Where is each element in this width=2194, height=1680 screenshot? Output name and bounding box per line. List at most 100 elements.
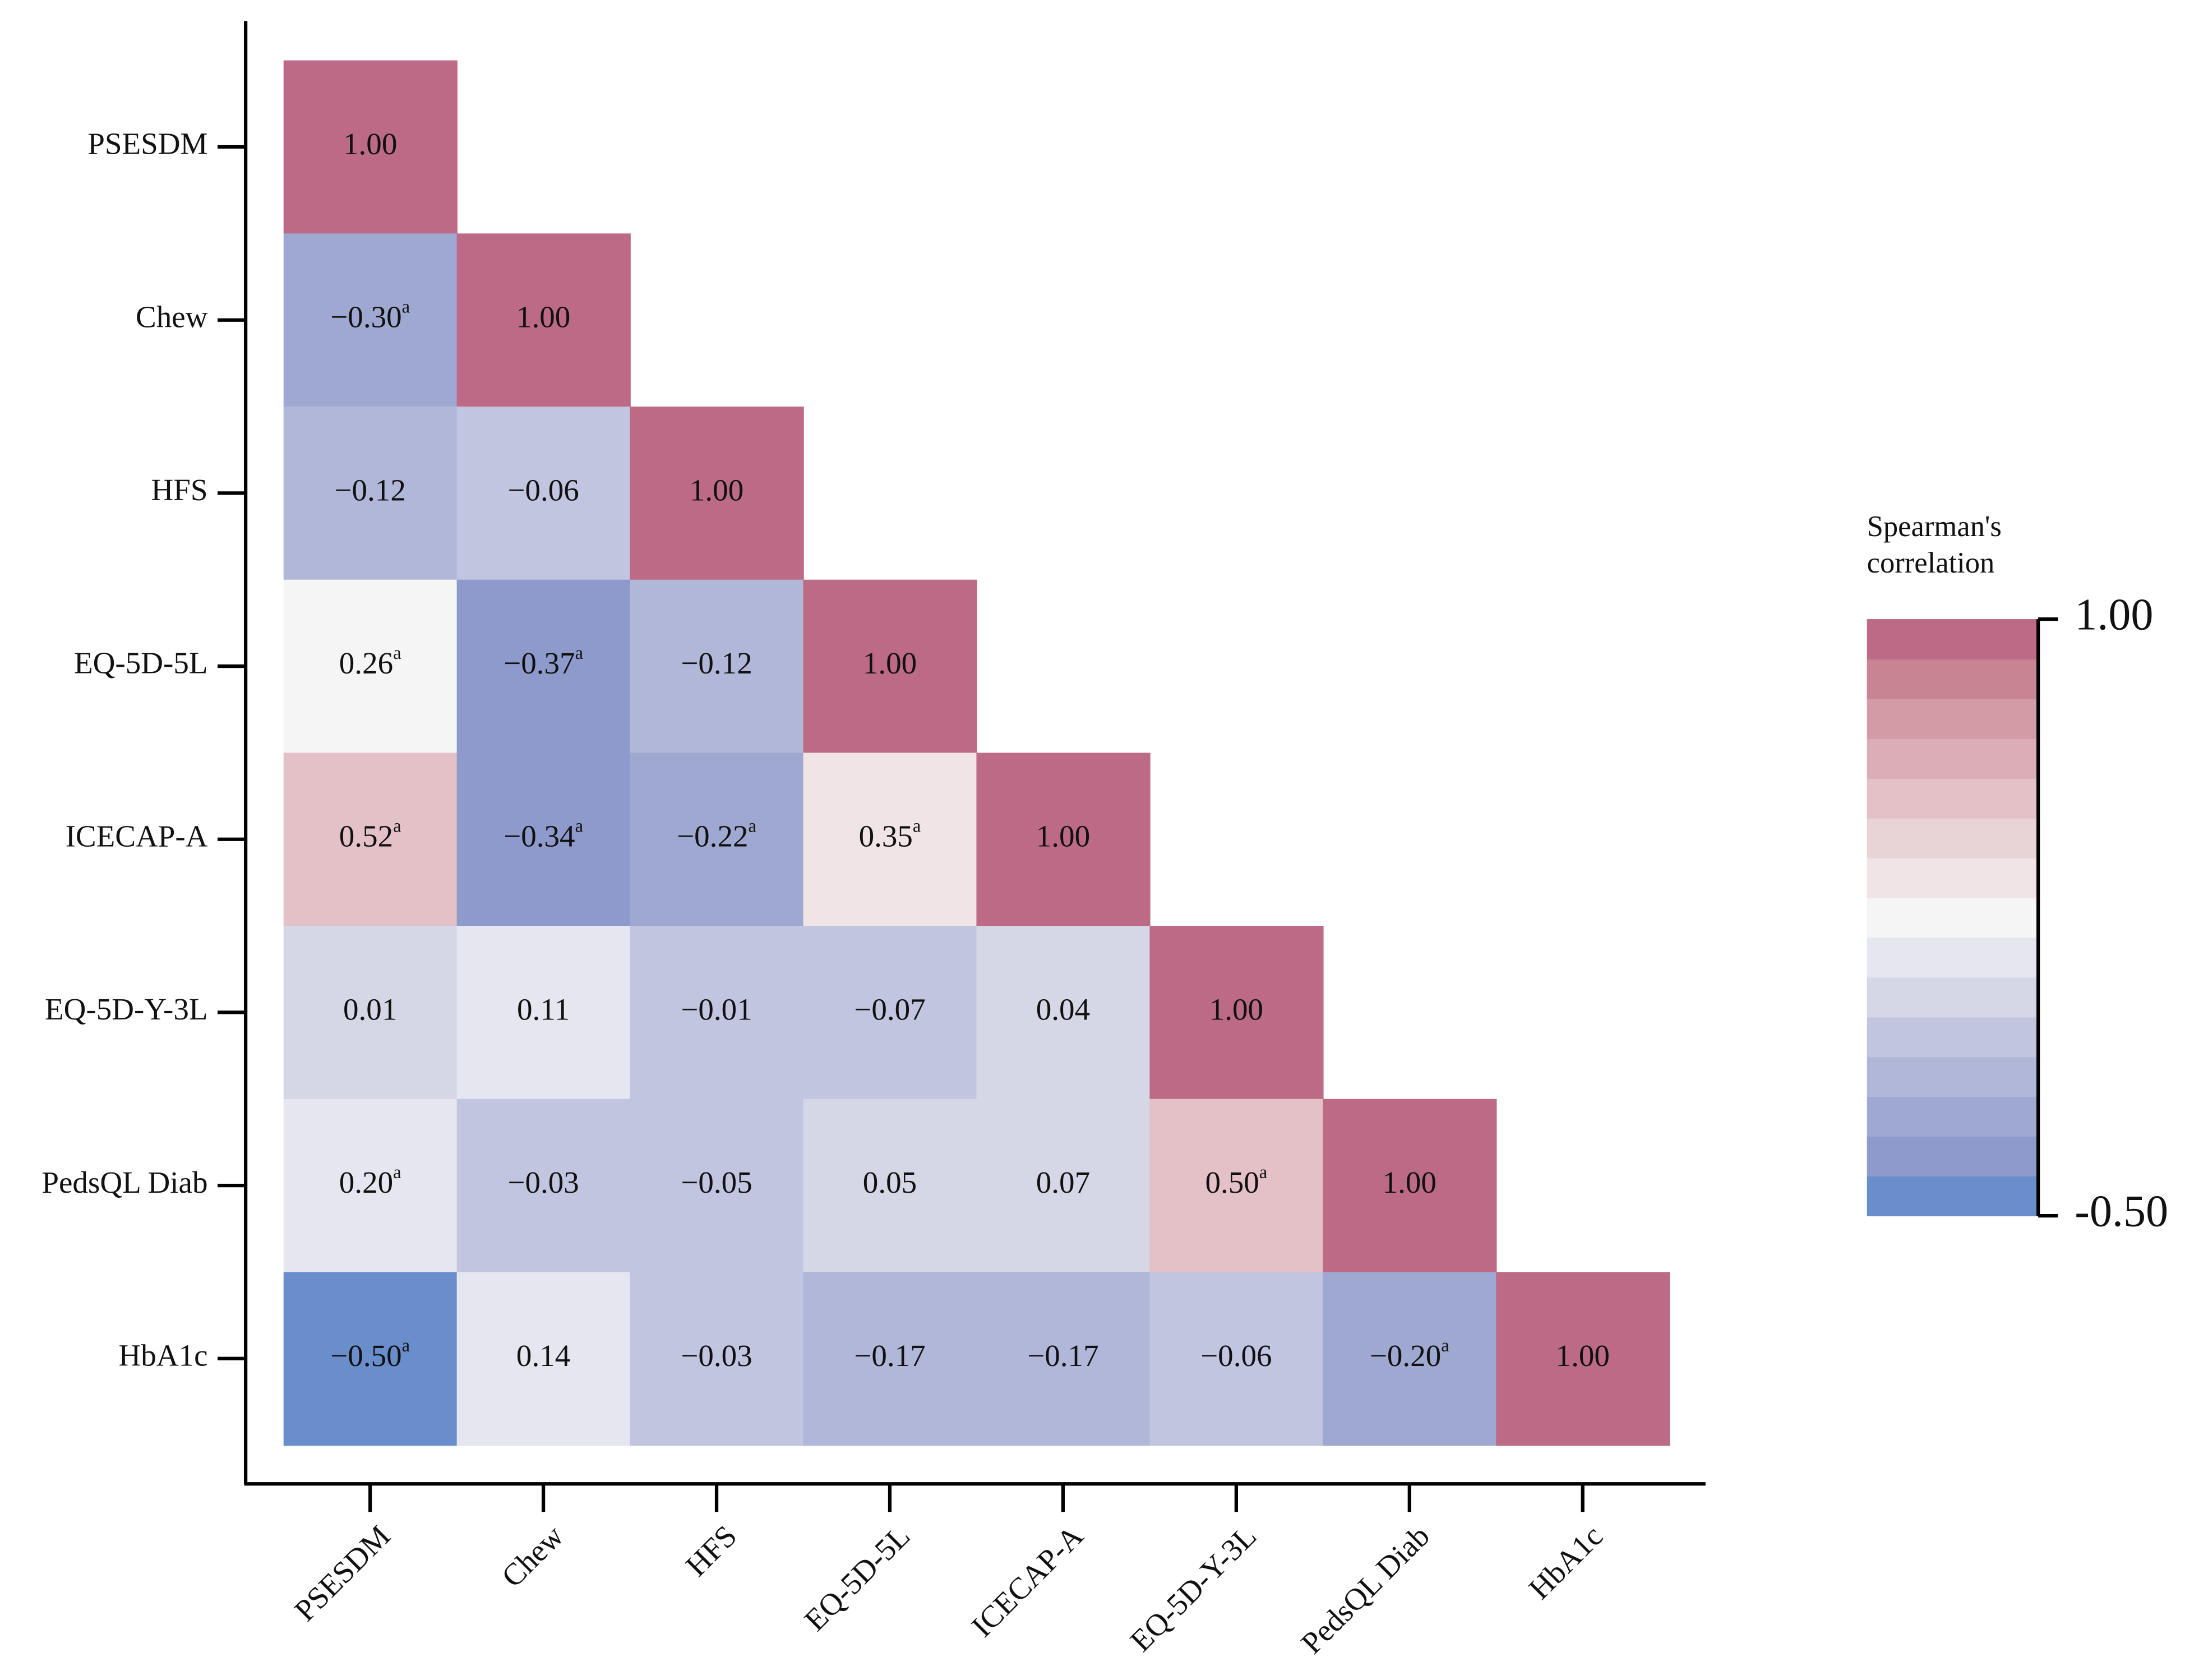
heatmap-cell	[456, 753, 631, 927]
cell-value-label: −0.50	[330, 1338, 401, 1372]
cell-value-label: 0.35	[859, 819, 913, 853]
heatmap-cell	[283, 60, 458, 234]
significance-mark: a	[393, 816, 401, 837]
cell-value-label: 0.52	[339, 819, 393, 853]
colorbar-band	[1867, 659, 2039, 699]
y-tick-label: PedsQL Diab	[41, 1165, 207, 1199]
cell-label: −0.05	[681, 1165, 752, 1199]
x-tick-label: HFS	[679, 1519, 743, 1583]
cell-value-label: 0.14	[516, 1338, 570, 1372]
cell-label: −0.17	[1027, 1338, 1098, 1372]
significance-mark: a	[575, 816, 583, 837]
heatmap-cell	[1323, 1099, 1497, 1273]
significance-mark: a	[393, 644, 401, 664]
heatmap-cell	[630, 407, 804, 580]
significance-mark: a	[402, 1336, 410, 1356]
heatmap-cell	[1323, 1272, 1497, 1446]
cell-value-label: −0.12	[681, 646, 752, 680]
cell-value-label: 1.00	[343, 127, 397, 161]
heatmap-cell	[803, 753, 977, 927]
cell-value-label: 1.00	[1209, 992, 1263, 1026]
cell-label: 0.14	[516, 1338, 570, 1372]
cell-label: 1.00	[343, 127, 397, 161]
cell-value-label: 0.11	[517, 992, 570, 1026]
cell-value-label: −0.17	[1027, 1338, 1098, 1372]
cell-label: 0.50a	[1205, 1163, 1267, 1199]
colorbar-band	[1867, 857, 2039, 898]
cell-label: 0.20a	[339, 1163, 401, 1199]
cell-label: 0.11	[517, 992, 570, 1026]
cell-value-label: −0.34	[504, 819, 575, 853]
cell-value-label: 1.00	[690, 473, 743, 507]
heatmap-cell	[283, 233, 458, 408]
cell-label: 0.52a	[339, 816, 401, 853]
cell-value-label: 0.20	[339, 1165, 393, 1199]
cell-value-label: 0.26	[339, 646, 393, 680]
cell-value-label: −0.03	[681, 1338, 752, 1372]
cell-label: 1.00	[690, 473, 743, 507]
heatmap-cell	[976, 753, 1151, 927]
cell-label: 1.00	[863, 646, 917, 680]
cell-value-label: −0.06	[507, 473, 579, 507]
cell-label: 0.26a	[339, 644, 401, 680]
cell-value-label: −0.06	[1200, 1338, 1272, 1372]
significance-mark: a	[402, 297, 410, 317]
heatmap-cell	[283, 753, 458, 927]
cell-value-label: 0.07	[1036, 1165, 1090, 1199]
heatmap-cell	[456, 407, 631, 580]
significance-mark: a	[1259, 1163, 1267, 1183]
cell-label: 1.00	[1209, 992, 1263, 1026]
heatmap-cell	[803, 579, 977, 754]
heatmap-cell	[456, 1272, 631, 1446]
heatmap-cell	[456, 1099, 631, 1273]
heatmap-cell	[630, 753, 804, 927]
heatmap-cell	[283, 1099, 458, 1273]
cell-label: −0.50a	[330, 1336, 410, 1372]
y-tick-label: PSESDM	[87, 127, 207, 161]
x-tick-label: ICECAP-A	[965, 1519, 1090, 1644]
heatmap-cell	[630, 926, 804, 1100]
colorbar-band	[1867, 1056, 2039, 1097]
colorbar-band	[1867, 977, 2039, 1018]
heatmap-cell	[283, 407, 458, 580]
cell-label: −0.03	[681, 1338, 752, 1372]
cell-label: 0.07	[1036, 1165, 1090, 1199]
cell-label: −0.01	[681, 992, 752, 1026]
cell-value-label: 1.00	[863, 646, 917, 680]
cell-value-label: 1.00	[516, 299, 570, 334]
cell-label: −0.30a	[330, 297, 410, 334]
cell-label: 0.05	[863, 1165, 917, 1199]
x-tick-label: EQ-5D-Y-3L	[1124, 1519, 1263, 1658]
cell-value-label: 0.05	[863, 1165, 917, 1199]
cell-value-label: 0.04	[1036, 992, 1090, 1026]
colorbar-band	[1867, 897, 2039, 938]
colorbar-band	[1867, 1017, 2039, 1058]
colorbar-band	[1867, 738, 2039, 779]
cell-value-label: −0.37	[504, 646, 575, 680]
cell-value-label: 1.00	[1036, 819, 1090, 853]
cell-label: −0.07	[854, 992, 925, 1026]
x-tick-label: HbA1c	[1522, 1519, 1610, 1606]
heatmap-cell	[803, 1272, 977, 1446]
colorbar-title: correlation	[1867, 547, 1995, 579]
cell-label: 0.01	[343, 992, 397, 1026]
cell-label: −0.03	[507, 1165, 579, 1199]
cell-value-label: −0.17	[854, 1338, 925, 1372]
cell-value-label: −0.22	[677, 819, 748, 853]
cell-value-label: −0.03	[507, 1165, 579, 1199]
colorbar-title: Spearman's	[1867, 510, 2002, 543]
cell-label: 1.00	[516, 299, 570, 334]
colorbar-band	[1867, 619, 2039, 660]
cell-value-label: 0.01	[343, 992, 397, 1026]
colorbar-band	[1867, 1096, 2039, 1137]
cell-label: −0.17	[854, 1338, 925, 1372]
heatmap-cell	[803, 926, 977, 1100]
cell-value-label: −0.05	[681, 1165, 752, 1199]
x-tick-label: EQ-5D-5L	[798, 1519, 917, 1637]
significance-mark: a	[1441, 1336, 1449, 1356]
cell-label: −0.12	[334, 473, 405, 507]
heatmap-cell	[976, 1099, 1151, 1273]
y-tick-label: Chew	[136, 299, 208, 334]
colorbar-band	[1867, 698, 2039, 739]
cell-label: 0.04	[1036, 992, 1090, 1026]
